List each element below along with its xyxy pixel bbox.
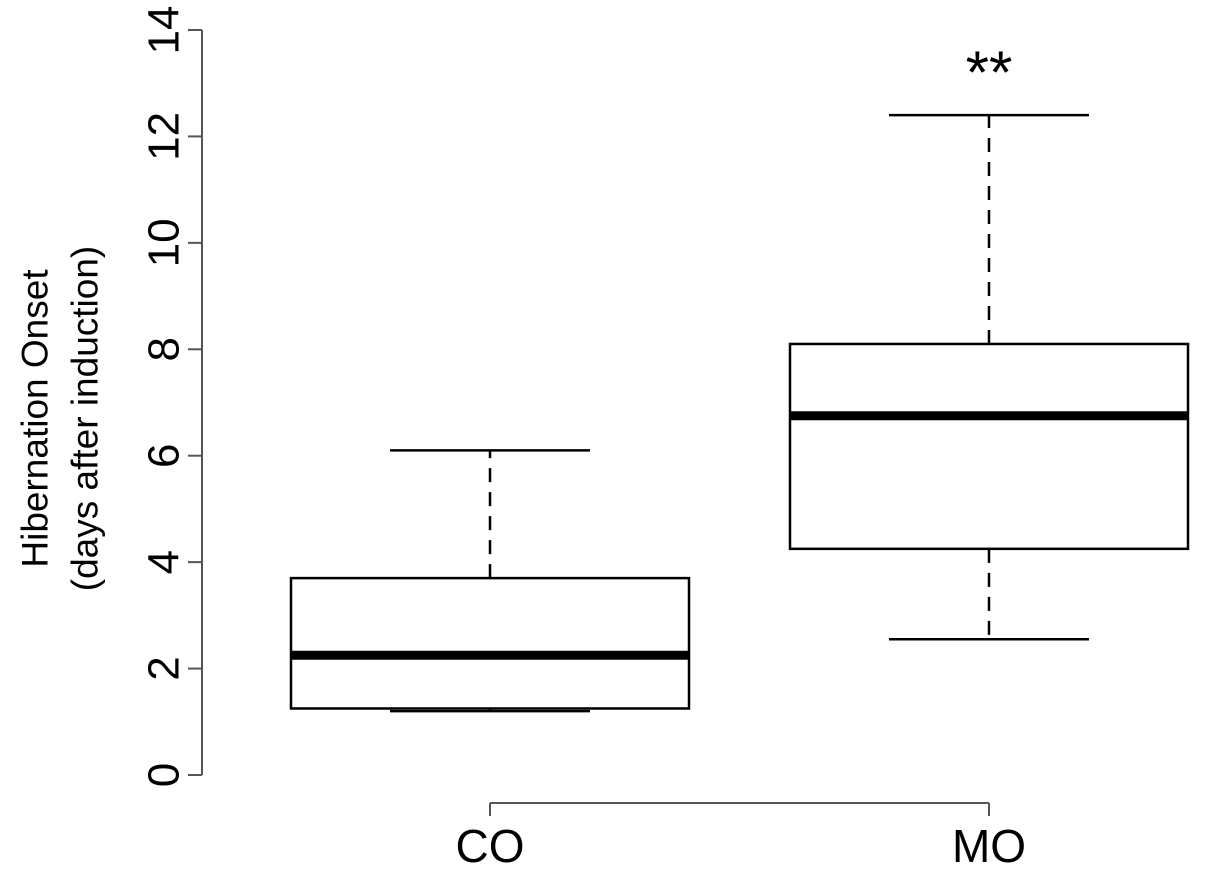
y-tick-label: 0	[140, 763, 189, 787]
significance-marker: **	[966, 39, 1013, 106]
y-tick-label: 8	[140, 337, 189, 361]
annotations: **	[966, 39, 1013, 106]
x-tick-label: MO	[952, 820, 1026, 872]
box-co	[289, 449, 691, 713]
x-axis: CO MO	[456, 802, 1026, 872]
y-axis-label: Hibernation Onset (days after induction)	[15, 246, 106, 592]
y-axis-label-line: (days after induction)	[65, 246, 106, 592]
iqr-box	[289, 576, 691, 710]
y-axis-label-line: Hibernation Onset	[15, 269, 56, 568]
y-tick-label: 14	[140, 6, 189, 55]
y-tick-label: 4	[140, 550, 189, 574]
y-tick-label: 2	[140, 656, 189, 680]
iqr-box	[788, 342, 1190, 551]
boxes	[289, 113, 1190, 713]
x-tick-label: CO	[456, 820, 525, 872]
y-tick-label: 6	[140, 443, 189, 467]
y-axis: 0 2 4 6 8 10 12 14	[140, 6, 203, 787]
box-mo	[788, 113, 1190, 641]
y-tick-label: 12	[140, 112, 189, 161]
y-tick-label: 10	[140, 218, 189, 267]
